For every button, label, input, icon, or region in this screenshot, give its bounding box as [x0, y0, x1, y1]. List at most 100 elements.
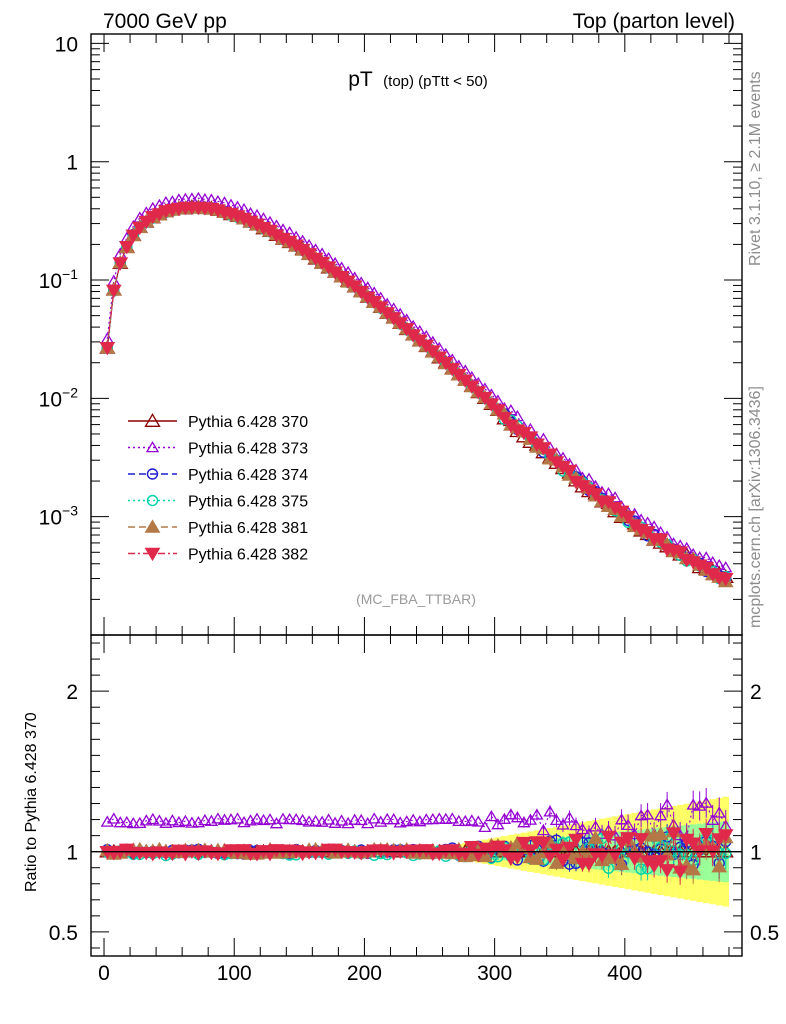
ratio-point-1-44 [387, 813, 401, 825]
ratio-point-1-34 [321, 813, 336, 825]
plot-title: pT (top) (pTtt < 50) [348, 68, 488, 91]
ratio-point-5-74 [581, 858, 597, 872]
main-ytick-exponent-3: −2 [62, 384, 78, 400]
legend-entry-0: Pythia 6.428 370 [128, 413, 308, 431]
ratio-ytick-label-right-2: 0.5 [750, 922, 779, 945]
header-left: 7000 GeV pp [103, 10, 227, 33]
main-ytick-base-1: 1 [66, 152, 78, 175]
ratio-point-1-83 [640, 808, 655, 820]
ratio-point-1-62 [504, 808, 518, 820]
ratio-point-1-29 [289, 813, 303, 825]
ratio-point-5-80 [620, 832, 636, 846]
ratio-xtick-label-0: 0 [98, 962, 110, 985]
legend-entry-5: Pythia 6.428 382 [128, 547, 308, 564]
ratio-point-1-23 [250, 812, 264, 824]
legend-label-3: Pythia 6.428 375 [188, 494, 308, 511]
ratio-point-1-59 [484, 810, 499, 822]
legend-entry-1: Pythia 6.428 373 [128, 441, 308, 458]
ratio-point-1-71 [562, 811, 577, 823]
ratio-point-1-17 [211, 812, 225, 824]
ratio-point-5-77 [600, 830, 617, 845]
ratio-point-5-68 [542, 850, 558, 864]
main-ytick-exponent-4: −3 [62, 503, 78, 519]
plot-title-sub: (top) (pTtt < 50) [383, 73, 488, 90]
main-series-5 [99, 201, 734, 587]
ratio-ytick-label-left-1: 1 [66, 842, 78, 865]
legend-entry-4: Pythia 6.428 381 [128, 519, 308, 537]
ratio-point-5-86 [659, 864, 675, 878]
main-ytick-label-2: 10−1 [39, 266, 79, 293]
ratio-point-1-47 [406, 813, 420, 825]
ratio-point-1-28 [282, 812, 297, 825]
ratio-point-5-90 [685, 837, 702, 851]
ratio-xtick-label-4: 400 [607, 962, 642, 985]
ratio-series-layer [91, 788, 742, 885]
legend-marker-2 [146, 468, 159, 480]
main-ytick-exponent-2: −1 [62, 266, 78, 282]
main-point-5-6 [138, 215, 155, 230]
ratio-point-1-37 [341, 816, 355, 829]
ratio-point-1-90 [686, 798, 700, 810]
ratio-point-1-38 [348, 813, 362, 825]
ratio-point-5-78 [607, 849, 623, 863]
main-ytick-label-4: 10−3 [39, 503, 79, 530]
ratio-point-5-64 [516, 836, 532, 851]
mcplots-label: mcplots.cern.ch [arXiv:1306.3436] [747, 386, 764, 628]
main-point-5-2 [112, 257, 129, 271]
ratio-point-5-69 [548, 843, 565, 858]
ratio-point-5-72 [568, 833, 584, 848]
ratio-point-1-79 [614, 813, 629, 825]
ratio-point-1-58 [478, 820, 492, 833]
legend-label-4: Pythia 6.428 381 [188, 520, 308, 537]
ratio-point-5-65 [522, 844, 539, 858]
header-right: Top (parton level) [573, 10, 735, 33]
ratio-point-4-69 [548, 855, 565, 869]
ratio-point-1-4 [126, 817, 140, 829]
ratio-point-1-1 [107, 812, 121, 824]
ratio-point-1-91 [693, 799, 707, 811]
legend-marker-0 [144, 413, 161, 427]
main-point-5-85 [652, 533, 669, 547]
ratio-point-1-57 [471, 815, 485, 827]
ratio-point-1-27 [276, 812, 290, 824]
ratio-ytick-label-right-0: 2 [750, 681, 762, 704]
legend-marker-5 [144, 547, 161, 562]
ratio-point-1-73 [575, 822, 590, 835]
ratio-ytick-label-left-2: 0.5 [49, 922, 78, 945]
legend-label-2: Pythia 6.428 374 [188, 467, 308, 484]
main-point-5-5 [131, 221, 148, 236]
ratio-point-1-67 [536, 823, 551, 836]
legend-entry-2: Pythia 6.428 374 [128, 467, 308, 484]
ratio-point-1-94 [712, 806, 726, 818]
main-point-5-75 [587, 488, 604, 502]
ratio-point-1-3 [120, 815, 134, 828]
rivet-version-label: Rivet 3.1.10, ≥ 2.1M events [747, 71, 764, 266]
ratio-point-1-20 [230, 812, 245, 824]
legend-entry-3: Pythia 6.428 375 [128, 494, 308, 511]
legend-label-5: Pythia 6.428 382 [188, 547, 308, 564]
ratio-point-1-0 [100, 815, 114, 827]
ratio-point-1-52 [439, 812, 453, 824]
main-series-layer [99, 191, 734, 588]
ratio-point-1-85 [653, 809, 668, 821]
ratio-point-5-92 [698, 828, 715, 842]
ratio-point-4-90 [685, 862, 702, 876]
legend-label-0: Pythia 6.428 370 [188, 414, 308, 431]
ratio-point-1-25 [263, 813, 277, 825]
ratio-point-1-51 [432, 812, 446, 824]
ratio-point-5-87 [665, 827, 682, 841]
ratio-point-5-81 [626, 852, 643, 867]
ratio-point-5-76 [594, 849, 610, 863]
ratio-point-1-70 [556, 818, 570, 830]
ratio-point-1-86 [660, 798, 674, 810]
ratio-point-1-69 [549, 813, 564, 826]
ratio-point-5-61 [496, 844, 513, 858]
ratio-point-4-75 [587, 830, 604, 844]
ratio-ytick-label-right-1: 1 [750, 842, 762, 865]
legend-marker-4 [144, 519, 161, 533]
main-point-5-61 [496, 412, 513, 426]
main-point-5-83 [639, 526, 656, 540]
ratio-point-5-56 [463, 841, 480, 855]
ratio-ylabel: Ratio to Pythia 6.428 370 [23, 712, 40, 892]
